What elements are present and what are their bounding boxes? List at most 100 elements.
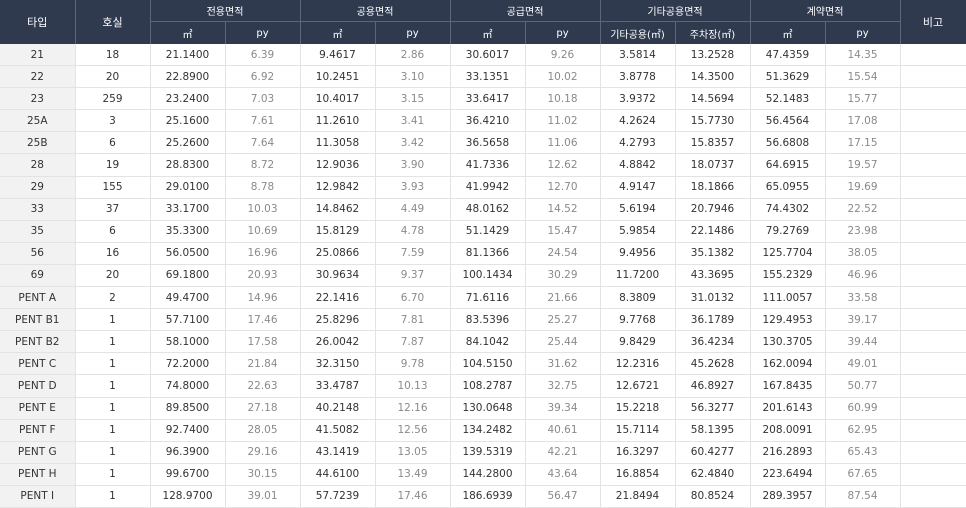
cell-units: 20 xyxy=(75,264,151,288)
cell-exclusive-sqm: 28.8300 xyxy=(150,153,226,177)
cell-contract-py: 87.54 xyxy=(825,485,901,508)
cell-type: 29 xyxy=(0,176,76,199)
subheader-supply-sqm: ㎡ xyxy=(450,21,526,44)
cell-contract-sqm: 167.8435 xyxy=(750,374,826,398)
header-supply-area: 공급면적 xyxy=(450,0,601,22)
cell-exclusive-py: 8.72 xyxy=(225,153,301,177)
cell-exclusive-py: 30.15 xyxy=(225,463,301,486)
cell-type: PENT F xyxy=(0,419,76,442)
cell-supply-sqm: 100.1434 xyxy=(450,264,526,288)
cell-type: PENT B1 xyxy=(0,308,76,332)
cell-units: 19 xyxy=(75,153,151,177)
cell-contract-sqm: 111.0057 xyxy=(750,286,826,310)
cell-parking: 15.8357 xyxy=(675,131,751,155)
cell-supply-py: 40.61 xyxy=(525,419,601,442)
subheader-exclusive-py: py xyxy=(225,21,301,44)
cell-common-sqm: 41.5082 xyxy=(300,419,376,442)
cell-contract-py: 65.43 xyxy=(825,441,901,464)
cell-exclusive-py: 21.84 xyxy=(225,352,301,376)
cell-units: 20 xyxy=(75,65,151,89)
cell-exclusive-py: 29.16 xyxy=(225,441,301,464)
cell-parking: 58.1395 xyxy=(675,419,751,442)
cell-units: 3 xyxy=(75,109,151,133)
cell-supply-sqm: 81.1366 xyxy=(450,242,526,265)
cell-supply-sqm: 48.0162 xyxy=(450,198,526,221)
cell-contract-sqm: 125.7704 xyxy=(750,242,826,265)
table-row: 56 16 56.0500 16.96 25.0866 7.59 81.1366 24.54 9… xyxy=(0,242,966,265)
header-units: 호실 xyxy=(75,0,151,44)
cell-supply-sqm: 41.7336 xyxy=(450,153,526,177)
cell-remarks xyxy=(900,220,966,243)
cell-exclusive-py: 6.39 xyxy=(225,44,301,67)
cell-exclusive-sqm: 25.2600 xyxy=(150,131,226,155)
cell-common-py: 3.41 xyxy=(375,109,451,133)
cell-supply-sqm: 36.5658 xyxy=(450,131,526,155)
cell-type: 33 xyxy=(0,198,76,221)
cell-common-py: 6.70 xyxy=(375,286,451,310)
cell-common-py: 3.90 xyxy=(375,153,451,177)
cell-type: 22 xyxy=(0,65,76,89)
cell-contract-sqm: 216.2893 xyxy=(750,441,826,464)
cell-type: 35 xyxy=(0,220,76,243)
cell-contract-sqm: 130.3705 xyxy=(750,330,826,354)
cell-common-sqm: 10.4017 xyxy=(300,87,376,111)
cell-exclusive-sqm: 74.8000 xyxy=(150,374,226,398)
table-row: 23 259 23.2400 7.03 10.4017 3.15 33.6417 10.18 3… xyxy=(0,87,966,111)
cell-exclusive-py: 20.93 xyxy=(225,264,301,288)
cell-exclusive-sqm: 96.3900 xyxy=(150,441,226,464)
cell-exclusive-py: 22.63 xyxy=(225,374,301,398)
cell-exclusive-py: 10.03 xyxy=(225,198,301,221)
cell-supply-sqm: 134.2482 xyxy=(450,419,526,442)
cell-remarks xyxy=(900,87,966,111)
cell-exclusive-sqm: 49.4700 xyxy=(150,286,226,310)
cell-common-sqm: 32.3150 xyxy=(300,352,376,376)
cell-common-py: 12.56 xyxy=(375,419,451,442)
cell-contract-py: 62.95 xyxy=(825,419,901,442)
cell-exclusive-sqm: 92.7400 xyxy=(150,419,226,442)
cell-type: PENT A xyxy=(0,286,76,310)
cell-common-sqm: 15.8129 xyxy=(300,220,376,243)
cell-contract-sqm: 223.6494 xyxy=(750,463,826,486)
subheader-supply-py: py xyxy=(525,21,601,44)
cell-contract-sqm: 208.0091 xyxy=(750,419,826,442)
cell-units: 1 xyxy=(75,330,151,354)
cell-supply-sqm: 104.5150 xyxy=(450,352,526,376)
cell-supply-py: 31.62 xyxy=(525,352,601,376)
cell-parking: 36.1789 xyxy=(675,308,751,332)
header-other-common-area: 기타공용면적 xyxy=(600,0,751,22)
cell-exclusive-py: 7.61 xyxy=(225,109,301,133)
cell-remarks xyxy=(900,463,966,486)
cell-common-sqm: 14.8462 xyxy=(300,198,376,221)
cell-common-py: 3.10 xyxy=(375,65,451,89)
cell-type: PENT H xyxy=(0,463,76,486)
cell-other-common: 15.2218 xyxy=(600,397,676,420)
cell-remarks xyxy=(900,176,966,199)
cell-parking: 80.8524 xyxy=(675,485,751,508)
cell-units: 6 xyxy=(75,131,151,155)
cell-type: 28 xyxy=(0,153,76,177)
cell-remarks xyxy=(900,419,966,442)
cell-common-py: 12.16 xyxy=(375,397,451,420)
cell-exclusive-sqm: 58.1000 xyxy=(150,330,226,354)
table-row: PENT D 1 74.8000 22.63 33.4787 10.13 108.2787 3… xyxy=(0,374,966,398)
cell-contract-sqm: 56.4564 xyxy=(750,109,826,133)
cell-contract-sqm: 155.2329 xyxy=(750,264,826,288)
cell-common-sqm: 11.2610 xyxy=(300,109,376,133)
subheader-parking: 주차장(㎡) xyxy=(675,21,751,44)
cell-type: 56 xyxy=(0,242,76,265)
cell-exclusive-sqm: 99.6700 xyxy=(150,463,226,486)
cell-units: 1 xyxy=(75,352,151,376)
cell-common-py: 7.59 xyxy=(375,242,451,265)
cell-type: 25A xyxy=(0,109,76,133)
cell-remarks xyxy=(900,485,966,508)
cell-units: 1 xyxy=(75,419,151,442)
cell-other-common: 9.8429 xyxy=(600,330,676,354)
cell-other-common: 4.2793 xyxy=(600,131,676,155)
cell-exclusive-py: 39.01 xyxy=(225,485,301,508)
cell-supply-py: 11.06 xyxy=(525,131,601,155)
cell-parking: 56.3277 xyxy=(675,397,751,420)
table-row: 35 6 35.3300 10.69 15.8129 4.78 51.1429 15.47 5.… xyxy=(0,220,966,243)
cell-exclusive-py: 6.92 xyxy=(225,65,301,89)
cell-remarks xyxy=(900,242,966,265)
cell-other-common: 9.7768 xyxy=(600,308,676,332)
